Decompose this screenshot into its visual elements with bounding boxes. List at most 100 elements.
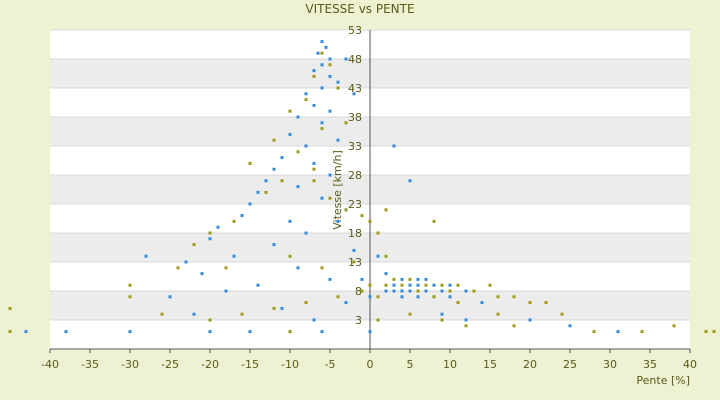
point xyxy=(336,138,340,142)
x-tick-label: -25 xyxy=(161,358,179,371)
point xyxy=(264,179,268,183)
x-tick-label: -35 xyxy=(81,358,99,371)
point xyxy=(272,167,276,171)
point xyxy=(704,330,708,334)
x-tick-label: 15 xyxy=(483,358,497,371)
x-tick-label: 5 xyxy=(407,358,414,371)
point xyxy=(272,138,276,142)
point xyxy=(184,260,188,264)
y-tick-label: 23 xyxy=(348,198,362,211)
point xyxy=(232,219,236,223)
point xyxy=(24,330,28,334)
point xyxy=(336,80,340,84)
point xyxy=(488,283,492,287)
point xyxy=(432,283,436,287)
point xyxy=(144,254,148,258)
point xyxy=(352,260,356,264)
point xyxy=(312,74,316,78)
point xyxy=(288,254,292,258)
point xyxy=(336,219,340,223)
point xyxy=(192,243,196,247)
point xyxy=(316,51,320,55)
point xyxy=(544,301,548,305)
point xyxy=(304,92,308,96)
y-tick-label: 53 xyxy=(348,24,362,37)
point xyxy=(320,266,324,270)
x-tick-label: 40 xyxy=(683,358,697,371)
point xyxy=(480,301,484,305)
point xyxy=(248,202,252,206)
x-tick-label: 20 xyxy=(523,358,537,371)
point xyxy=(296,150,300,154)
point xyxy=(400,277,404,281)
point xyxy=(376,295,380,299)
point xyxy=(320,196,324,200)
point xyxy=(440,318,444,322)
point xyxy=(392,283,396,287)
point xyxy=(200,272,204,276)
point xyxy=(160,312,164,316)
y-tick-label: 8 xyxy=(355,285,362,298)
point xyxy=(8,330,12,334)
point xyxy=(512,324,516,328)
point xyxy=(296,266,300,270)
point xyxy=(240,312,244,316)
point xyxy=(528,301,532,305)
point xyxy=(344,208,348,212)
point xyxy=(328,173,332,177)
point xyxy=(376,318,380,322)
point xyxy=(264,190,268,194)
point xyxy=(424,277,428,281)
point xyxy=(352,248,356,252)
point xyxy=(384,272,388,276)
point xyxy=(280,156,284,160)
point xyxy=(528,318,532,322)
point xyxy=(456,283,460,287)
point xyxy=(384,289,388,293)
point xyxy=(360,277,364,281)
point xyxy=(208,231,212,235)
y-tick-label: 48 xyxy=(348,53,362,66)
point xyxy=(344,121,348,125)
x-tick-label: -20 xyxy=(201,358,219,371)
point xyxy=(128,283,132,287)
point xyxy=(328,74,332,78)
y-axis-title: Vitesse [km/h] xyxy=(331,150,344,230)
chart-title: VITESSE vs PENTE xyxy=(305,2,414,16)
point xyxy=(392,277,396,281)
point xyxy=(416,283,420,287)
point xyxy=(592,330,596,334)
point xyxy=(328,57,332,61)
point xyxy=(272,243,276,247)
point xyxy=(320,127,324,131)
y-tick-label: 18 xyxy=(348,227,362,240)
point xyxy=(408,283,412,287)
point xyxy=(328,63,332,67)
point xyxy=(256,190,260,194)
point xyxy=(324,45,328,49)
point xyxy=(440,312,444,316)
point xyxy=(64,330,68,334)
point xyxy=(280,179,284,183)
point xyxy=(448,283,452,287)
point xyxy=(416,289,420,293)
point xyxy=(296,115,300,119)
point xyxy=(304,144,308,148)
point xyxy=(392,289,396,293)
point xyxy=(392,144,396,148)
point xyxy=(400,283,404,287)
point xyxy=(408,277,412,281)
point xyxy=(312,318,316,322)
point xyxy=(384,283,388,287)
point xyxy=(496,295,500,299)
point xyxy=(400,295,404,299)
y-tick-label: 33 xyxy=(348,140,362,153)
y-tick-label: 38 xyxy=(348,111,362,124)
point xyxy=(312,167,316,171)
point xyxy=(368,330,372,334)
point xyxy=(328,109,332,113)
x-tick-label: 0 xyxy=(367,358,374,371)
point xyxy=(304,98,308,102)
point xyxy=(424,283,428,287)
point xyxy=(424,289,428,293)
